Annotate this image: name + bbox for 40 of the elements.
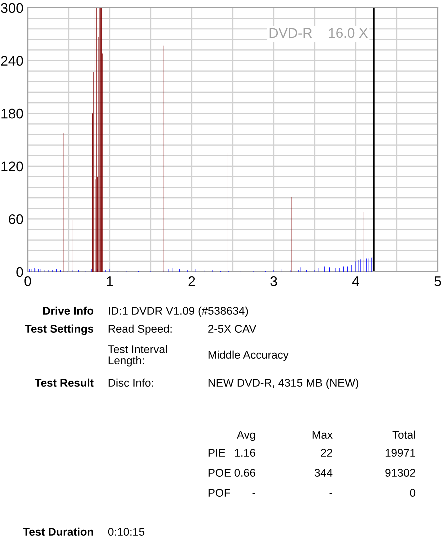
text: Test Settings bbox=[25, 324, 94, 336]
y-tick-label: 300 bbox=[1, 3, 24, 14]
y-tick-label: 180 bbox=[2, 108, 24, 119]
text: Read Speed: bbox=[108, 324, 172, 336]
text: 1.16 bbox=[235, 449, 256, 457]
text: 19971 bbox=[386, 449, 416, 457]
text: Disc Info: bbox=[108, 378, 154, 387]
text: POE bbox=[208, 469, 231, 477]
text: 344 bbox=[314, 469, 333, 477]
text: Middle Accuracy bbox=[208, 350, 289, 362]
y-tick-label: 60 bbox=[9, 214, 24, 224]
text: ID:1 DVDR V1.09 (#538634) bbox=[109, 306, 248, 318]
text: 0:10:15 bbox=[108, 528, 145, 536]
text: Test Result bbox=[35, 378, 94, 387]
text: 0.66 bbox=[234, 469, 256, 477]
text: DVD-R 16.0 X bbox=[270, 28, 368, 38]
text: PIE bbox=[208, 449, 226, 457]
text: - bbox=[330, 493, 333, 494]
text: Avg bbox=[237, 431, 256, 442]
text: Drive Info bbox=[44, 306, 94, 315]
x-tick-label: 1 bbox=[107, 276, 114, 286]
y-tick-label: 120 bbox=[2, 162, 24, 172]
text: - bbox=[252, 493, 256, 494]
text: Test Interval Length: bbox=[108, 345, 168, 367]
text: Max bbox=[312, 431, 333, 439]
text: Total bbox=[392, 430, 416, 439]
x-tick-label: 5 bbox=[434, 276, 442, 286]
text: 91302 bbox=[386, 469, 416, 477]
x-tick-label: 0 bbox=[24, 276, 32, 286]
y-tick-label: 240 bbox=[1, 56, 24, 66]
x-tick-label: 4 bbox=[352, 276, 360, 286]
x-tick-label: 3 bbox=[270, 276, 278, 286]
y-tick-label: 0 bbox=[16, 267, 24, 278]
text: 0 bbox=[410, 489, 416, 497]
x-tick-label: 2 bbox=[188, 276, 196, 286]
text: 2-5X CAV bbox=[208, 325, 257, 333]
text: Test Duration bbox=[23, 528, 94, 536]
text: POF bbox=[208, 489, 230, 497]
text: 22 bbox=[321, 449, 332, 457]
text: NEW DVD-R, 4315 MB (NEW) bbox=[208, 378, 359, 390]
